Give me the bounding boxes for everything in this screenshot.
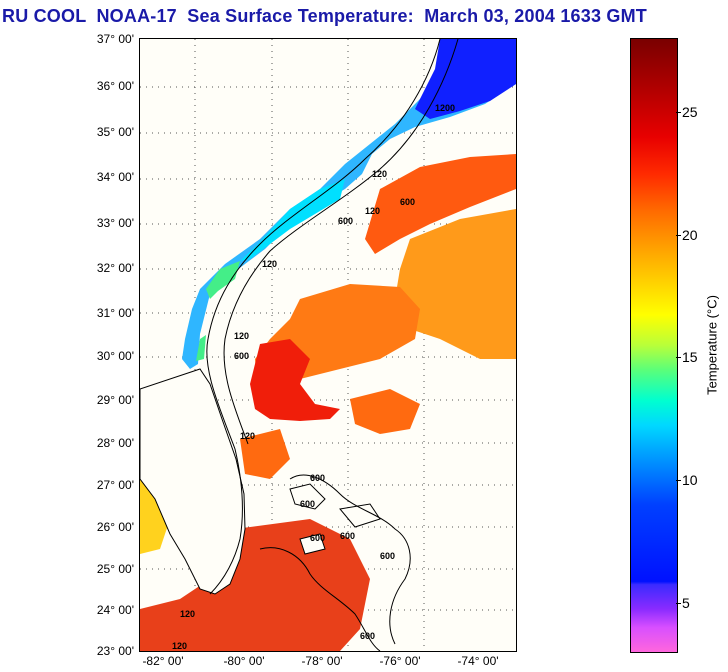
lon-label: -74° 00'	[457, 654, 499, 668]
isobath-label: 600	[380, 551, 395, 561]
sst-map[interactable]: 120 600 120 600 120 120 600 600 600 600 …	[139, 38, 517, 652]
lat-label: 26° 00'	[96, 520, 134, 534]
isobath-label: 1200	[435, 103, 455, 113]
very-cold-water	[415, 39, 516, 119]
isobath-label-group: 120 600 120 600 120 120 600 600 600 600 …	[172, 103, 455, 651]
gulf-stream-north	[365, 154, 516, 254]
isobath-label: 120	[234, 331, 249, 341]
isobath-label: 600	[310, 533, 325, 543]
lat-label: 23° 00'	[96, 644, 134, 658]
lat-label: 25° 00'	[96, 562, 134, 576]
lat-label: 31° 00'	[96, 306, 134, 320]
lat-label: 36° 00'	[96, 79, 134, 93]
colorbar-label: 15	[682, 349, 698, 365]
colorbar-label: 25	[682, 104, 698, 120]
isobath-label: 600	[300, 499, 315, 509]
colorbar-label: 5	[682, 595, 690, 611]
lon-label: -78° 00'	[301, 654, 343, 668]
hot-core	[250, 339, 340, 421]
colorbar-tick	[676, 235, 681, 236]
lat-label: 24° 00'	[96, 603, 134, 617]
isobath-label: 120	[372, 169, 387, 179]
lat-label: 37° 00'	[96, 32, 134, 46]
lon-label: -80° 00'	[223, 654, 265, 668]
page-title: RU COOL NOAA-17 Sea Surface Temperature:…	[2, 6, 647, 26]
lat-label: 30° 00'	[96, 349, 134, 363]
colorbar-label: 20	[682, 227, 698, 243]
colorbar-title: Temperature (°C)	[704, 295, 720, 395]
isobath-label: 600	[310, 473, 325, 483]
isobath-label: 120	[240, 431, 255, 441]
isobath-label: 120	[172, 641, 187, 651]
sst-map-canvas: 120 600 120 600 120 120 600 600 600 600 …	[140, 39, 516, 651]
cold-shelf-water	[182, 39, 516, 369]
florida-land	[140, 368, 246, 595]
isobath-label: 600	[360, 631, 375, 641]
isobath-label: 600	[400, 197, 415, 207]
lat-label: 27° 00'	[96, 478, 134, 492]
isobath-label: 120	[262, 259, 277, 269]
lat-label: 29° 00'	[96, 393, 134, 407]
lat-label: 32° 00'	[96, 261, 134, 275]
warm-offshore-east	[395, 209, 516, 359]
colorbar-tick	[676, 603, 681, 604]
lon-label: -82° 00'	[142, 654, 184, 668]
isobath-label: 600	[234, 351, 249, 361]
green-patches	[196, 261, 240, 361]
cyan-band	[240, 179, 345, 261]
lat-label: 33° 00'	[96, 216, 134, 230]
bahamas-land	[289, 483, 381, 555]
colorbar-tick	[676, 112, 681, 113]
lat-label: 28° 00'	[96, 436, 134, 450]
colorbar-label: 10	[682, 472, 698, 488]
lat-label: 34° 00'	[96, 170, 134, 184]
temperature-colorbar	[630, 38, 678, 653]
isobath-label: 600	[338, 216, 353, 226]
lat-label: 35° 00'	[96, 125, 134, 139]
isobath-contours	[206, 39, 459, 651]
isobath-label: 120	[180, 609, 195, 619]
colorbar-tick	[676, 480, 681, 481]
isobath-label: 600	[340, 531, 355, 541]
lon-label: -76° 00'	[379, 654, 421, 668]
colorbar-tick	[676, 357, 681, 358]
isobath-label: 120	[365, 206, 380, 216]
warm-south-patch	[240, 389, 420, 479]
